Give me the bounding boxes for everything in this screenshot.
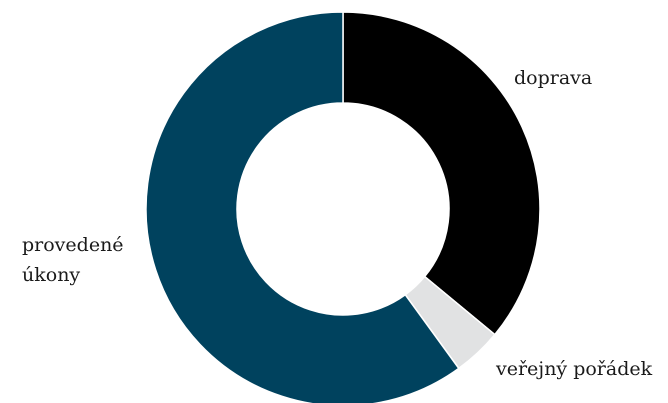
- donut-slice-2: [145, 11, 460, 403]
- slice-label-doprava: doprava: [514, 67, 592, 89]
- slice-label-doprava-line: doprava: [514, 67, 592, 89]
- slice-label-verejny-poradek-line: veřejný pořádek: [495, 358, 653, 380]
- donut-slice-0: [342, 11, 541, 336]
- slice-label-provedene-ukony: provedené úkony: [22, 234, 130, 286]
- donut-slices: [145, 11, 541, 403]
- slice-labels: doprava veřejný pořádek provedené úkony: [22, 67, 653, 380]
- slice-label-verejny-poradek: veřejný pořádek: [495, 358, 653, 380]
- slice-label-provedene-ukony-line-1: provedené: [22, 234, 124, 256]
- slice-label-provedene-ukony-line-2: úkony: [22, 264, 80, 286]
